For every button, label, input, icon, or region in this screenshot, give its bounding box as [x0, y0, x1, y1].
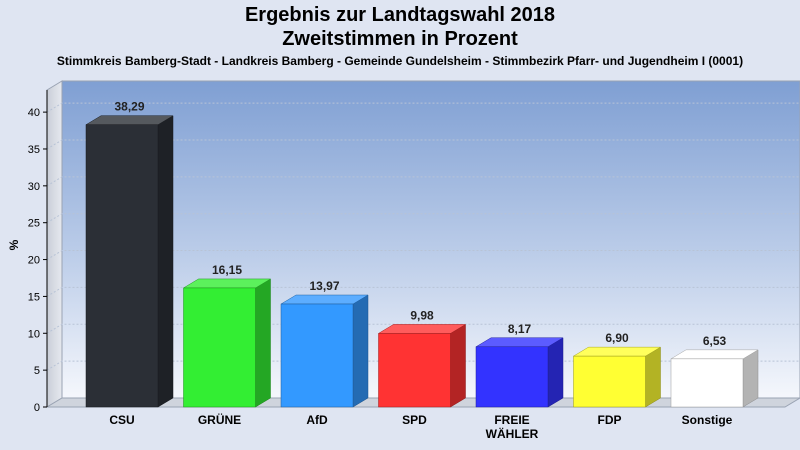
bar: [475, 346, 549, 408]
y-axis-label: %: [7, 239, 21, 250]
x-tick-label: SPD: [402, 413, 427, 427]
plot-left-wall: [46, 80, 63, 408]
bar-side: [645, 346, 661, 408]
x-tick-label: Sonstige: [682, 413, 733, 427]
bar-value-label: 38,29: [114, 100, 144, 114]
bar-top: [377, 324, 467, 334]
y-tick-label: 15: [28, 291, 40, 303]
bar-side: [450, 323, 466, 408]
bar-side: [157, 115, 174, 408]
gridline: [46, 102, 800, 113]
x-tick-label: CSU: [109, 413, 134, 427]
bar-top: [85, 115, 174, 125]
y-tick-label: 25: [28, 218, 40, 230]
bar: [280, 303, 354, 408]
bar-top: [572, 346, 662, 357]
x-tick-label: FREIE: [494, 413, 529, 427]
gridline: [46, 323, 800, 334]
bar: [670, 358, 744, 408]
gridline: [46, 250, 800, 260]
y-tick-label: 0: [34, 402, 40, 414]
gridline: [46, 139, 800, 150]
bar-top: [280, 294, 369, 305]
chart-title-line-2: Zweitstimmen in Prozent: [282, 28, 518, 50]
bar: [183, 287, 256, 408]
bar-side: [547, 337, 564, 408]
bar: [378, 333, 451, 408]
bar-value-label: 13,97: [309, 279, 339, 293]
y-tick-label: 10: [28, 328, 40, 340]
gridline: [46, 286, 800, 297]
bar-top: [182, 278, 272, 289]
gridline: [46, 176, 800, 187]
chart-subtitle: Stimmkreis Bamberg-Stadt - Landkreis Bam…: [56, 54, 744, 68]
gridline: [46, 213, 800, 224]
chart-title: Ergebnis zur Landtagswahl 2018: [244, 4, 556, 26]
bar-top: [670, 349, 759, 360]
bar-value-label: 16,15: [212, 263, 242, 277]
x-tick-label: GRÜNE: [198, 412, 241, 427]
bar: [573, 355, 646, 408]
bar-value-label: 8,17: [508, 322, 532, 336]
y-tick-label: 30: [28, 181, 40, 193]
bar-top: [475, 337, 564, 348]
bar: [85, 124, 159, 408]
x-tick-label: WÄHLER: [486, 426, 539, 441]
bar-side: [255, 278, 271, 408]
bar-side: [352, 294, 369, 408]
bar-side: [742, 349, 759, 408]
y-tick-label: 35: [28, 144, 40, 156]
bar-value-label: 6,90: [605, 331, 629, 345]
x-tick-label: AfD: [306, 413, 328, 427]
y-tick-label: 5: [34, 365, 40, 377]
y-tick-label: 40: [28, 107, 40, 119]
bar-value-label: 9,98: [410, 308, 434, 322]
bar-value-label: 6,53: [703, 334, 727, 348]
x-tick-label: FDP: [598, 413, 622, 427]
y-tick-label: 20: [28, 255, 40, 267]
